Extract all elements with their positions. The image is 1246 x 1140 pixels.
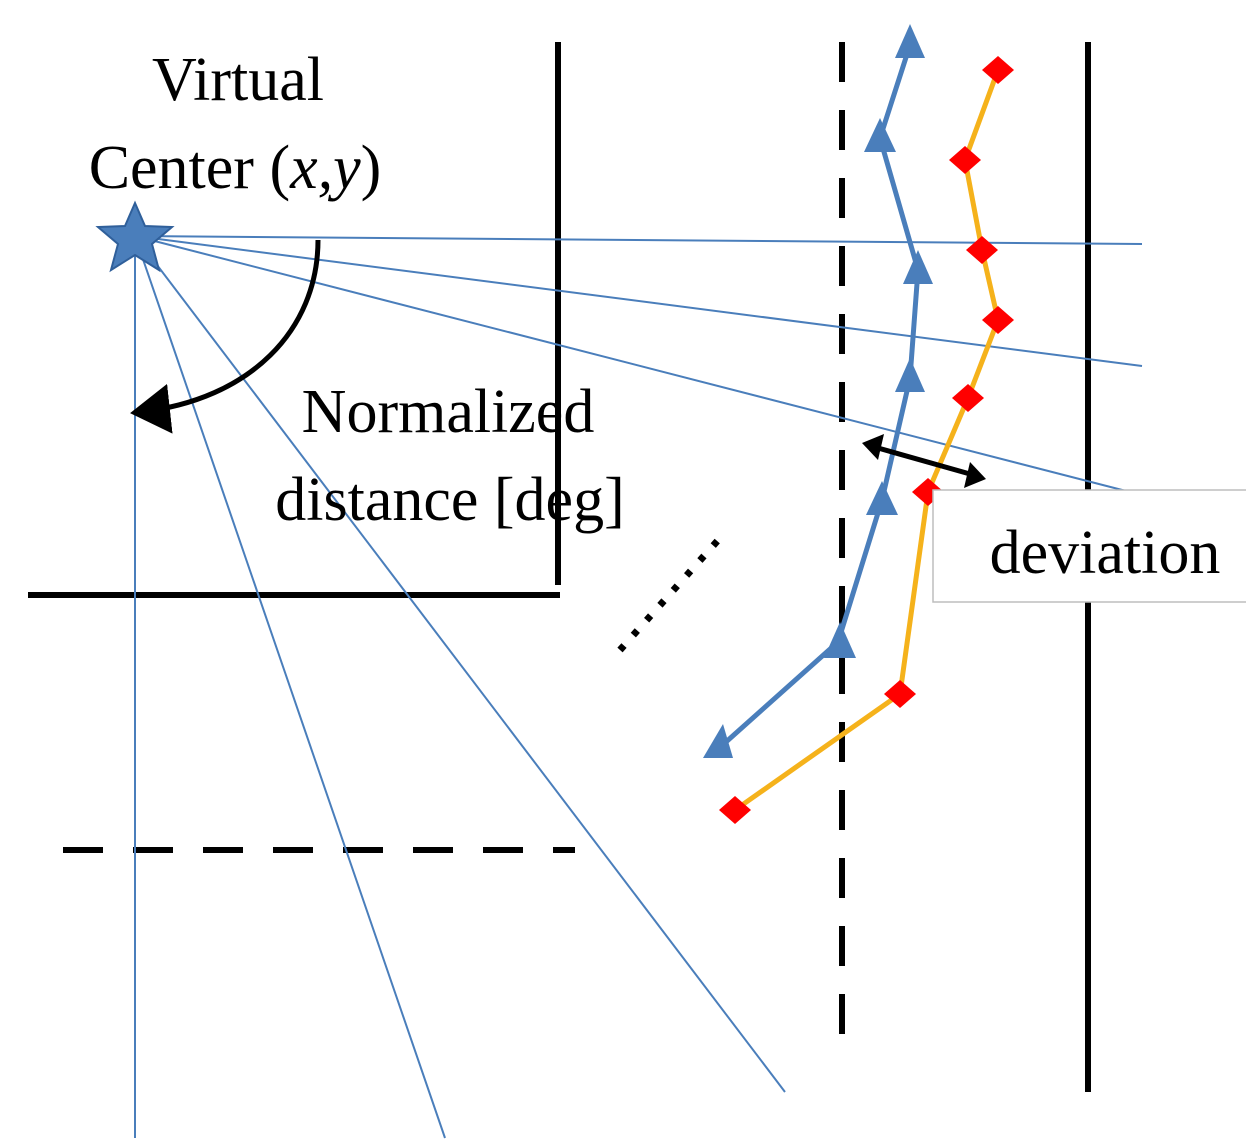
triangle-icon (895, 24, 925, 58)
normalized-distance-label-line1: Normalized (302, 378, 595, 446)
triangle-icon (703, 724, 733, 758)
virtual-center-prefix: Center ( (89, 134, 290, 202)
triangle-icon (895, 358, 925, 392)
triangle-icon (903, 250, 933, 284)
rays (134, 235, 1143, 1139)
star-icon (95, 200, 175, 273)
diamond-icon (966, 236, 998, 264)
blue-markers (703, 24, 933, 758)
diamond-icon (719, 796, 751, 824)
diamond-icon (952, 384, 984, 412)
virtual-center-suffix: ) (361, 134, 382, 202)
angle-arc (130, 239, 321, 434)
deviation-label: deviation (990, 519, 1221, 587)
diamond-icon (949, 146, 981, 174)
virtual-center-vars: x,y (289, 134, 361, 202)
normalized-distance-label-line2: distance [deg] (275, 466, 624, 534)
triangle-icon (864, 118, 896, 152)
orange-trajectory-line (733, 69, 1001, 813)
ray-2 (134, 235, 1143, 367)
triangle-icon (824, 622, 856, 658)
deviation-label-box (932, 489, 1246, 603)
ellipsis-dots (617, 535, 723, 653)
ray-4 (134, 235, 786, 1093)
ray-5 (134, 235, 446, 1139)
diamond-icon (982, 56, 1014, 84)
deviation-arrow (862, 434, 986, 488)
virtual-center-label-line2: Center (x,y) (89, 134, 382, 202)
ray-3 (134, 235, 1131, 493)
diamond-icon (884, 680, 916, 708)
orange-markers (719, 56, 1014, 824)
ray-horizontal (134, 235, 1143, 245)
blue-trajectory (703, 24, 933, 758)
orange-trajectory (719, 56, 1014, 824)
triangle-icon (866, 481, 898, 515)
diamond-icon (982, 306, 1014, 334)
virtual-center-label-line1: Virtual (152, 46, 324, 114)
